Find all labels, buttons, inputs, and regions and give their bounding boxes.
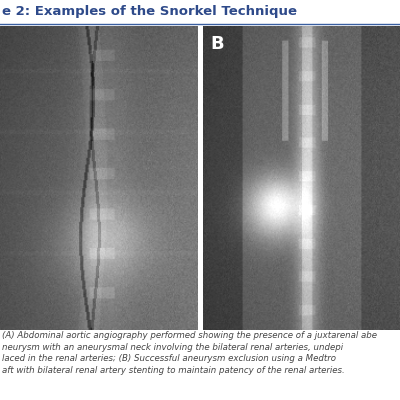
Text: e 2: Examples of the Snorkel Technique: e 2: Examples of the Snorkel Technique [2,5,297,18]
Text: B: B [211,35,224,53]
Text: (A) Abdominal aortic angiography performed showing the presence of a juxtarenal : (A) Abdominal aortic angiography perform… [2,331,377,375]
